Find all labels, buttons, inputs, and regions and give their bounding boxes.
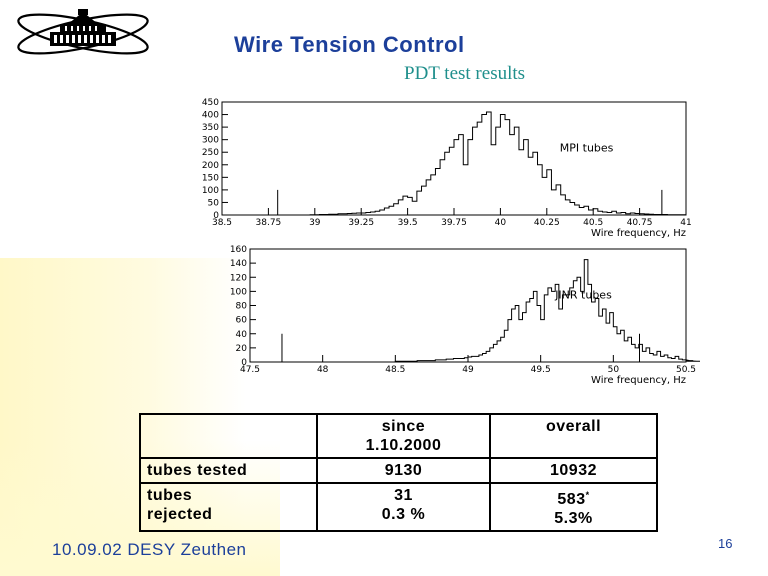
table-cell-line1: 583* <box>497 486 650 509</box>
table-cell-line1: 31 <box>394 487 413 504</box>
table-header-since-line2: 1.10.2000 <box>365 437 442 454</box>
x-tick-label: 49.5 <box>531 365 551 375</box>
footnote-mark: * <box>585 490 590 500</box>
x-tick-label: 39.25 <box>348 218 374 228</box>
table-row: since 1.10.2000 overall <box>139 413 658 459</box>
x-tick-label: 40 <box>495 218 507 228</box>
y-tick-label: 80 <box>236 302 248 312</box>
table-row-label-line1: tubes <box>147 487 193 504</box>
x-tick-label: 39.75 <box>441 218 467 228</box>
y-tick-label: 20 <box>236 344 248 354</box>
y-tick-label: 0 <box>241 358 247 368</box>
y-tick-label: 350 <box>202 123 219 133</box>
histogram-line <box>250 259 700 363</box>
table-cell-value: 9130 <box>316 457 491 484</box>
y-tick-label: 400 <box>202 111 219 121</box>
table-cell-line2: 0.3 % <box>381 506 426 523</box>
x-tick-label: 50.5 <box>676 365 696 375</box>
y-tick-label: 250 <box>202 148 219 158</box>
x-tick-label: 49 <box>462 365 474 375</box>
x-tick-label: 39 <box>309 218 321 228</box>
table-cell-value: 31 0.3 % <box>316 482 491 532</box>
table-row-label-line2: rejected <box>147 506 213 523</box>
x-tick-label: 38.75 <box>256 218 282 228</box>
y-tick-label: 100 <box>230 287 247 297</box>
histogram-line <box>222 111 686 216</box>
footer-text: 10.09.02 DESY Zeuthen <box>52 540 247 559</box>
y-tick-label: 450 <box>202 98 219 108</box>
page-number: 16 <box>718 536 733 551</box>
slide-title: Wire Tension Control <box>234 32 465 57</box>
table-cell-value: 10932 <box>489 457 658 484</box>
y-tick-label: 100 <box>202 186 219 196</box>
x-tick-label: 38.5 <box>212 218 232 228</box>
y-tick-label: 300 <box>202 136 219 146</box>
series-annotation: MPI tubes <box>560 142 614 155</box>
y-tick-label: 140 <box>230 259 247 269</box>
results-table: since 1.10.2000 overall tubes tested 913… <box>139 413 658 532</box>
table-row-label: tubes rejected <box>139 482 318 532</box>
plot-frame <box>221 101 687 216</box>
y-tick-label: 40 <box>236 330 248 340</box>
x-tick-label: 48 <box>317 365 329 375</box>
x-tick-label: 40.25 <box>534 218 560 228</box>
x-tick-label: 40.75 <box>627 218 653 228</box>
table-cell-value: 583* 5.3% <box>489 482 658 532</box>
table-cell-number: 583 <box>557 491 586 508</box>
table-row: tubes rejected 31 0.3 % 583* 5.3% <box>139 482 658 532</box>
y-tick-label: 150 <box>202 173 219 183</box>
x-axis-label: Wire frequency, Hz <box>591 228 686 238</box>
series-annotation: JINR tubes <box>554 289 612 302</box>
plot-frame <box>249 248 687 363</box>
table-cell-line2: 5.3% <box>554 510 593 527</box>
table-cell-empty <box>139 413 318 459</box>
table-header-since-line1: since <box>381 418 426 435</box>
x-tick-label: 40.5 <box>583 218 603 228</box>
x-tick-label: 48.5 <box>385 365 405 375</box>
y-tick-label: 160 <box>230 245 247 255</box>
table-header-since: since 1.10.2000 <box>316 413 491 459</box>
institute-building-atom-logo-icon <box>17 9 149 55</box>
y-tick-label: 50 <box>208 198 220 208</box>
slide-subtitle: PDT test results <box>404 63 526 84</box>
y-tick-label: 60 <box>236 316 248 326</box>
x-tick-label: 50 <box>608 365 620 375</box>
x-tick-label: 41 <box>680 218 691 228</box>
table-header-overall: overall <box>489 413 658 459</box>
x-axis-label: Wire frequency, Hz <box>591 375 686 386</box>
y-tick-label: 0 <box>213 211 219 221</box>
y-tick-label: 200 <box>202 161 219 171</box>
y-tick-label: 120 <box>230 273 247 283</box>
x-tick-label: 47.5 <box>240 365 260 375</box>
x-tick-label: 39.5 <box>398 218 418 228</box>
histogram-jinr-tubes: 0 20 40 60 80 100 120 140 160 47.5 48 48.5 49 49.5 50 5… <box>230 245 700 386</box>
table-row-label: tubes tested <box>139 457 318 484</box>
table-row: tubes tested 9130 10932 <box>139 457 658 484</box>
histogram-mpi-tubes: 0 50 100 150 200 250 300 350 400 450 38.5 38.75 39 39… <box>202 98 692 238</box>
